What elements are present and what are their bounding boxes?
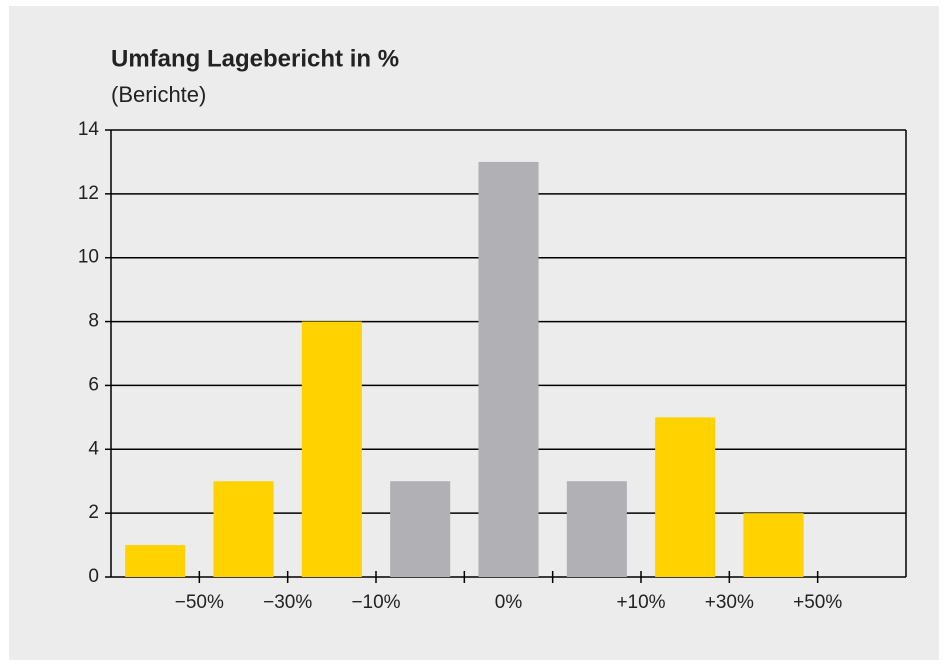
y-tick-label: 12 — [78, 183, 99, 204]
x-tick-label: +50% — [793, 592, 842, 613]
y-tick-label: 10 — [78, 247, 99, 268]
x-tick-label: 0% — [495, 592, 523, 613]
bar — [301, 321, 362, 577]
y-tick-label: 0 — [88, 566, 99, 587]
bar — [566, 481, 627, 577]
y-tick-label: 2 — [88, 502, 99, 523]
y-tick-label: 14 — [78, 119, 100, 140]
chart-subtitle: (Berichte) — [111, 82, 206, 107]
x-tick-label: +30% — [705, 592, 754, 613]
bar — [655, 417, 716, 577]
y-tick-label: 4 — [88, 438, 99, 459]
bar — [213, 481, 274, 577]
x-tick-label: +10% — [616, 592, 665, 613]
x-tick-label: −10% — [351, 592, 400, 613]
bar — [478, 161, 539, 577]
x-tick-label: −30% — [263, 592, 312, 613]
bar — [743, 513, 804, 577]
bar — [125, 545, 186, 577]
chart-title: Umfang Lagebericht in % — [111, 45, 399, 72]
y-tick-label: 8 — [88, 311, 99, 332]
x-tick-label: −50% — [175, 592, 224, 613]
y-tick-label: 6 — [88, 374, 99, 395]
bar — [390, 481, 451, 577]
